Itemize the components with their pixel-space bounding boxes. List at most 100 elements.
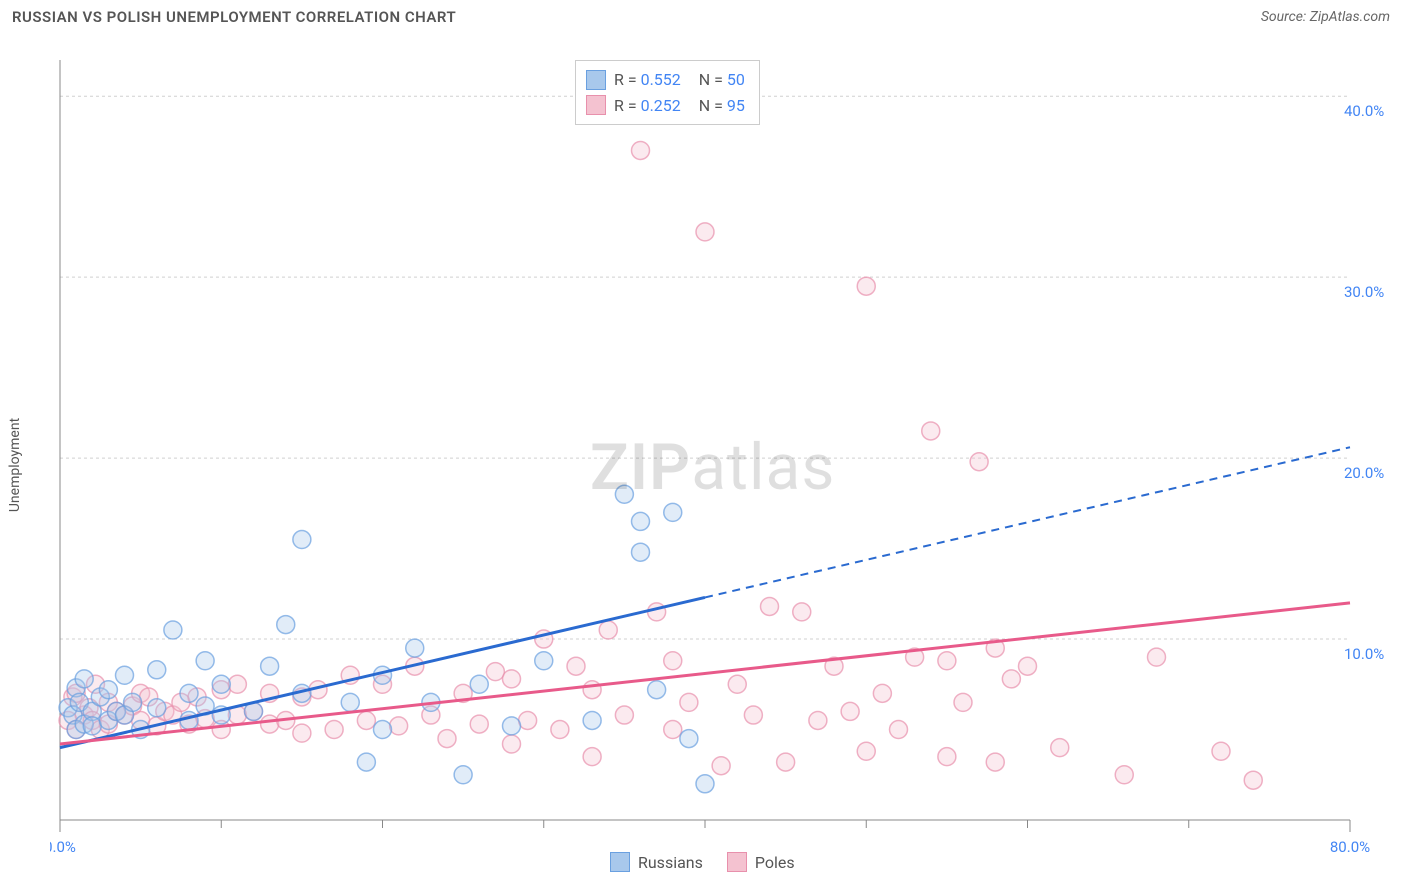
data-point [664,652,682,670]
data-point [148,699,166,717]
legend-r: R = 0.552 [614,67,681,93]
data-point [116,666,134,684]
data-point [615,706,633,724]
svg-text:80.0%: 80.0% [1330,838,1370,856]
legend-label: Poles [755,853,795,872]
data-point [1002,670,1020,688]
data-point [99,681,117,699]
svg-text:30.0%: 30.0% [1344,283,1384,301]
data-point [890,721,908,739]
data-point [374,721,392,739]
svg-text:20.0%: 20.0% [1344,464,1384,482]
data-point [503,670,521,688]
data-point [648,681,666,699]
data-point [406,639,424,657]
data-point [648,603,666,621]
data-point [438,730,456,748]
data-point [390,717,408,735]
chart-title: RUSSIAN VS POLISH UNEMPLOYMENT CORRELATI… [12,8,456,26]
data-point [470,715,488,733]
data-point [777,753,795,771]
data-point [841,702,859,720]
legend-row: R = 0.552N = 50 [586,67,745,93]
data-point [228,675,246,693]
data-point [809,711,827,729]
data-point [341,693,359,711]
data-point [357,753,375,771]
data-point [857,277,875,295]
data-point [164,621,182,639]
data-point [148,661,166,679]
data-point [664,503,682,521]
data-point [599,621,617,639]
data-point [873,684,891,702]
data-point [293,724,311,742]
legend-label: Russians [638,853,703,872]
data-point [1051,739,1069,757]
data-point [615,485,633,503]
legend-swatch [586,70,606,90]
data-point [75,670,93,688]
data-point [196,652,214,670]
data-point [551,721,569,739]
data-point [261,715,279,733]
data-point [696,223,714,241]
data-point [696,775,714,793]
data-point [857,742,875,760]
data-point [583,711,601,729]
data-point [1019,657,1037,675]
data-point [503,717,521,735]
legend-swatch [727,852,747,872]
data-point [180,684,198,702]
data-point [583,748,601,766]
data-point [503,735,521,753]
data-point [261,657,279,675]
data-point [793,603,811,621]
legend-swatch [610,852,630,872]
data-point [1244,771,1262,789]
correlation-legend: R = 0.552N = 50R = 0.252 N = 95 [575,60,760,125]
data-point [712,757,730,775]
trend-line-extension [705,447,1350,597]
svg-text:10.0%: 10.0% [1344,645,1384,663]
data-point [680,730,698,748]
data-point [680,693,698,711]
series-legend: Russians Poles [610,852,795,872]
legend-item: Poles [727,852,795,872]
data-point [986,753,1004,771]
data-point [938,652,956,670]
data-point [1115,766,1133,784]
svg-text:40.0%: 40.0% [1344,102,1384,120]
data-point [632,141,650,159]
data-point [728,675,746,693]
data-point [567,657,585,675]
data-point [664,721,682,739]
legend-n: N = 95 [699,93,745,119]
data-point [357,711,375,729]
data-point [970,453,988,471]
data-point [519,711,537,729]
data-point [454,766,472,784]
data-point [1148,648,1166,666]
y-axis-label: Unemployment [7,418,23,512]
data-point [293,531,311,549]
legend-row: R = 0.252 N = 95 [586,93,745,119]
data-point [954,693,972,711]
data-point [124,693,142,711]
data-point [212,675,230,693]
data-point [938,748,956,766]
legend-r: R = 0.252 [614,93,681,119]
data-point [922,422,940,440]
scatter-chart: 10.0%20.0%30.0%40.0%0.0%80.0% [50,60,1390,870]
legend-item: Russians [610,852,703,872]
trend-line [60,603,1350,744]
data-point [486,663,504,681]
data-point [325,721,343,739]
data-point [744,706,762,724]
data-point [583,681,601,699]
data-point [632,512,650,530]
data-point [535,652,553,670]
chart-container: Unemployment 10.0%20.0%30.0%40.0%0.0%80.… [50,60,1390,870]
data-point [470,675,488,693]
legend-swatch [586,95,606,115]
